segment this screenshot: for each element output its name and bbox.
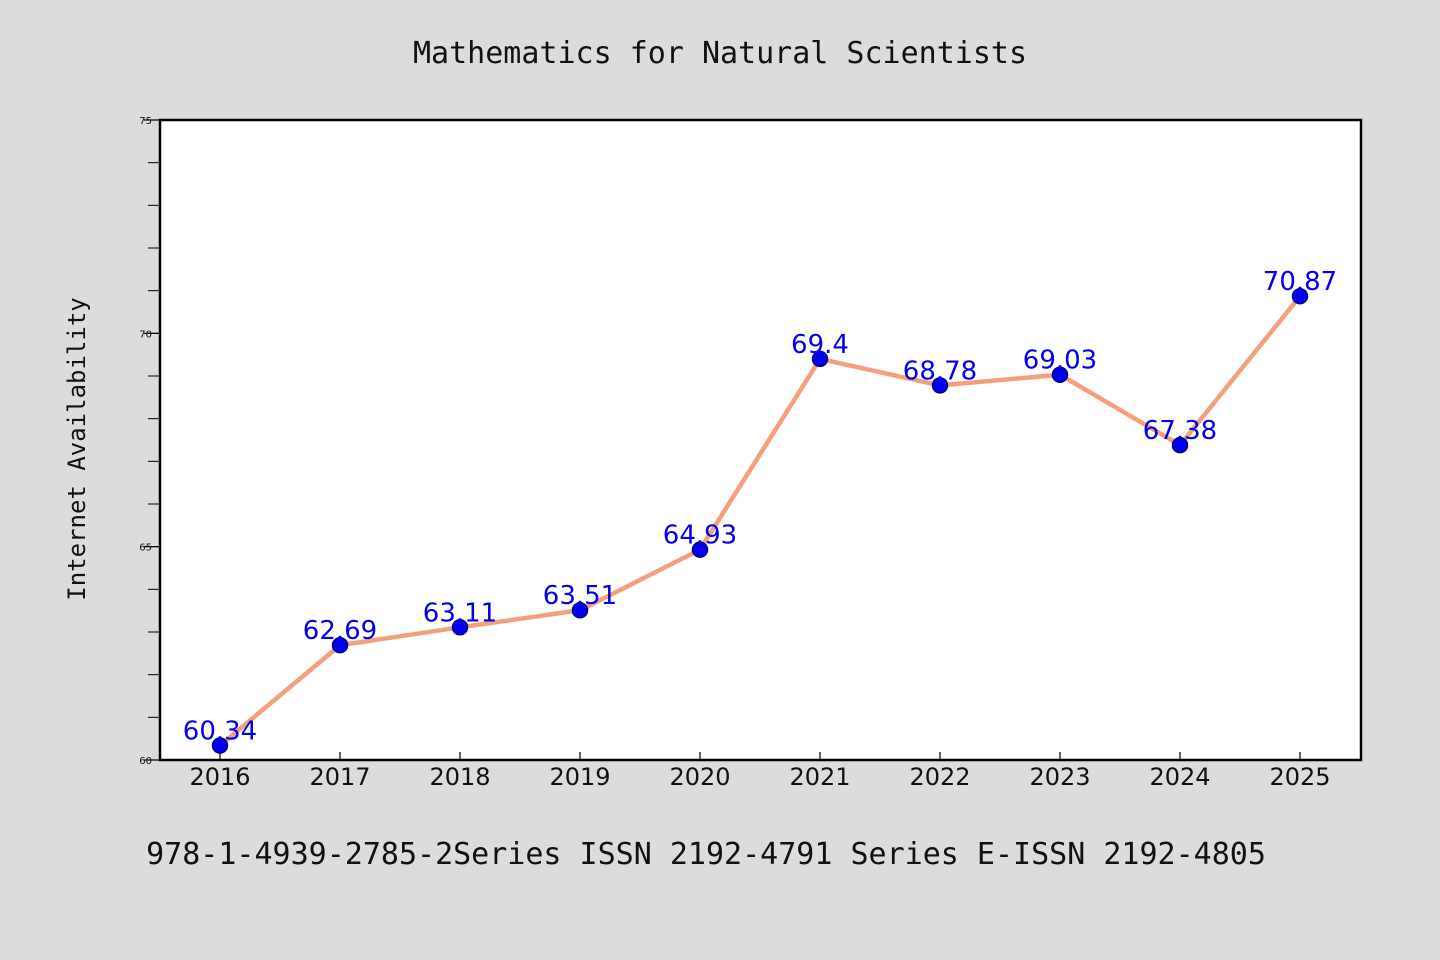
y-tick-label: 65 — [139, 543, 152, 554]
series-line — [217, 293, 1303, 748]
data-point — [331, 636, 349, 654]
y-minor-ticks — [148, 119, 160, 761]
data-label: 67.38 — [1143, 416, 1217, 446]
data-label: 63.51 — [543, 581, 617, 611]
data-label: 70.87 — [1263, 267, 1337, 297]
y-tick-label: 75 — [139, 116, 152, 127]
data-label: 68.78 — [903, 356, 977, 386]
data-label: 69.4 — [791, 330, 849, 360]
x-tick-label: 2016 — [189, 763, 250, 791]
data-point — [931, 377, 949, 394]
x-tick-label: 2025 — [1269, 763, 1330, 791]
x-tick-label: 2024 — [1149, 763, 1210, 791]
x-tick-label: 2023 — [1029, 763, 1090, 791]
data-point — [211, 737, 229, 754]
data-point — [1171, 436, 1189, 454]
plot-area — [160, 120, 1361, 760]
data-point — [451, 619, 469, 636]
y-major-ticks — [144, 119, 160, 761]
y-tick-label: 60 — [139, 756, 152, 767]
data-point — [691, 541, 709, 558]
data-label: 69.03 — [1023, 346, 1097, 376]
x-tick-label: 2017 — [309, 763, 370, 791]
y-tick-label: 70 — [139, 329, 152, 340]
data-point — [571, 601, 589, 619]
x-tick-label: 2021 — [789, 763, 850, 791]
data-point — [1051, 366, 1069, 383]
y-tick-labels: 60 65 70 75 — [139, 116, 152, 767]
x-tick-label: 2019 — [549, 763, 610, 791]
y-axis-label: Internet Availability — [63, 297, 91, 600]
x-tick-label: 2022 — [909, 763, 970, 791]
plot-frame — [158, 118, 1363, 762]
data-label: 62.69 — [303, 616, 377, 646]
data-point — [1291, 287, 1309, 305]
data-point — [811, 350, 829, 368]
x-tick-label: 2018 — [429, 763, 490, 791]
series-markers — [211, 287, 1309, 754]
chart-title: Mathematics for Natural Scientists — [413, 36, 1027, 71]
footer-isbn-text: 978-1-4939-2785-2Series ISSN 2192-4791 S… — [146, 837, 1266, 872]
data-label: 60.34 — [183, 716, 257, 746]
x-tick-label: 2020 — [669, 763, 730, 791]
data-label: 63.11 — [423, 598, 497, 628]
data-labels: 60.34 62.69 63.11 63.51 64.93 69.4 68.78 69.03 6… — [183, 267, 1337, 746]
data-label: 64.93 — [663, 521, 737, 551]
x-tick-labels: 2016 2017 2018 2019 2020 2021 2022 2023 2024 2025 — [189, 763, 1330, 791]
